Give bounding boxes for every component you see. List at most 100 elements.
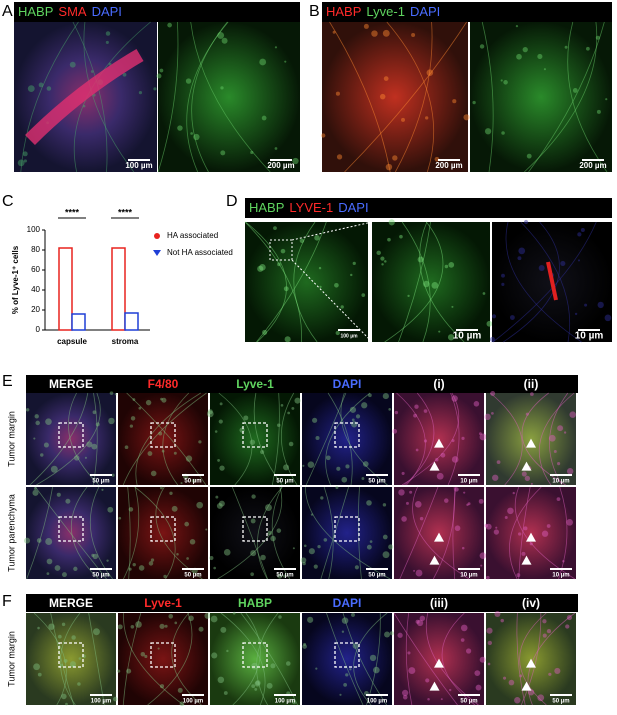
arrowhead <box>429 555 440 565</box>
texture <box>216 502 223 509</box>
texture <box>379 93 386 100</box>
legend-marker <box>153 250 161 256</box>
micrograph <box>302 487 392 579</box>
texture <box>392 428 398 434</box>
micrograph <box>26 487 116 579</box>
texture <box>294 397 301 404</box>
texture <box>61 572 67 578</box>
texture <box>566 468 574 475</box>
texture <box>351 418 355 422</box>
texture <box>472 100 476 105</box>
texture <box>336 154 343 160</box>
texture <box>129 424 134 428</box>
texture <box>586 46 590 51</box>
texture <box>107 506 114 513</box>
header: HABP LYVE-1 DAPI <box>249 200 369 215</box>
texture <box>490 391 496 396</box>
texture <box>220 626 227 633</box>
texture <box>171 505 178 512</box>
texture <box>36 392 101 486</box>
texture <box>382 551 390 559</box>
texture <box>277 573 283 579</box>
texture <box>466 503 469 507</box>
texture <box>361 293 366 297</box>
texture <box>451 456 459 463</box>
zoom-box <box>242 642 268 668</box>
texture <box>291 406 295 410</box>
row-label: Tumor margin <box>6 631 16 687</box>
texture <box>454 525 461 532</box>
texture <box>198 626 204 632</box>
texture <box>138 91 143 95</box>
texture <box>516 612 526 706</box>
texture <box>548 434 556 442</box>
scale-bar-label: 50 µm <box>184 479 201 485</box>
texture <box>376 250 381 256</box>
texture <box>150 470 157 477</box>
texture <box>605 98 608 101</box>
texture <box>303 544 307 548</box>
texture <box>431 282 439 289</box>
texture <box>343 682 347 687</box>
annotation: **** <box>118 207 133 217</box>
zoom-line <box>291 221 373 241</box>
texture <box>160 397 163 401</box>
texture <box>231 486 268 580</box>
texture <box>509 486 542 580</box>
texture <box>45 538 53 546</box>
texture <box>157 647 160 650</box>
texture <box>71 635 76 640</box>
texture <box>267 530 272 536</box>
texture <box>117 669 121 673</box>
micrograph <box>470 22 612 172</box>
texture <box>321 133 326 138</box>
texture <box>169 491 173 495</box>
texture <box>394 410 399 415</box>
texture <box>138 406 142 410</box>
texture <box>491 412 494 415</box>
texture <box>239 427 245 433</box>
texture <box>92 553 99 560</box>
texture <box>70 486 99 580</box>
texture <box>524 21 598 173</box>
texture <box>567 21 608 173</box>
texture <box>388 544 394 550</box>
texture <box>101 488 104 491</box>
texture <box>503 221 560 343</box>
texture <box>518 532 522 536</box>
texture <box>496 460 501 465</box>
header-bar <box>26 594 578 612</box>
texture <box>323 486 334 580</box>
panel-label: B <box>309 3 320 20</box>
texture <box>460 638 465 642</box>
texture <box>254 688 258 691</box>
texture <box>489 336 496 342</box>
texture <box>61 622 66 627</box>
texture <box>401 117 405 122</box>
y-tick-label: 60 <box>31 265 40 274</box>
texture <box>452 486 457 580</box>
texture <box>538 265 545 271</box>
texture <box>563 431 567 434</box>
texture <box>501 282 505 286</box>
texture <box>196 501 204 509</box>
zoom-box <box>334 422 360 448</box>
texture <box>315 435 320 440</box>
texture <box>78 657 82 660</box>
column-header: DAPI <box>333 596 362 610</box>
texture <box>226 649 229 653</box>
texture <box>332 30 336 34</box>
texture <box>33 612 67 706</box>
texture <box>209 556 214 561</box>
texture <box>521 471 527 477</box>
texture <box>580 228 585 232</box>
texture <box>134 486 176 580</box>
scale-bar-label: 50 µm <box>92 573 109 579</box>
texture <box>416 619 424 627</box>
texture <box>500 618 504 623</box>
texture <box>72 21 108 173</box>
texture <box>523 526 528 531</box>
texture <box>556 497 561 502</box>
header-word: HABP <box>18 4 53 19</box>
texture <box>25 408 30 412</box>
